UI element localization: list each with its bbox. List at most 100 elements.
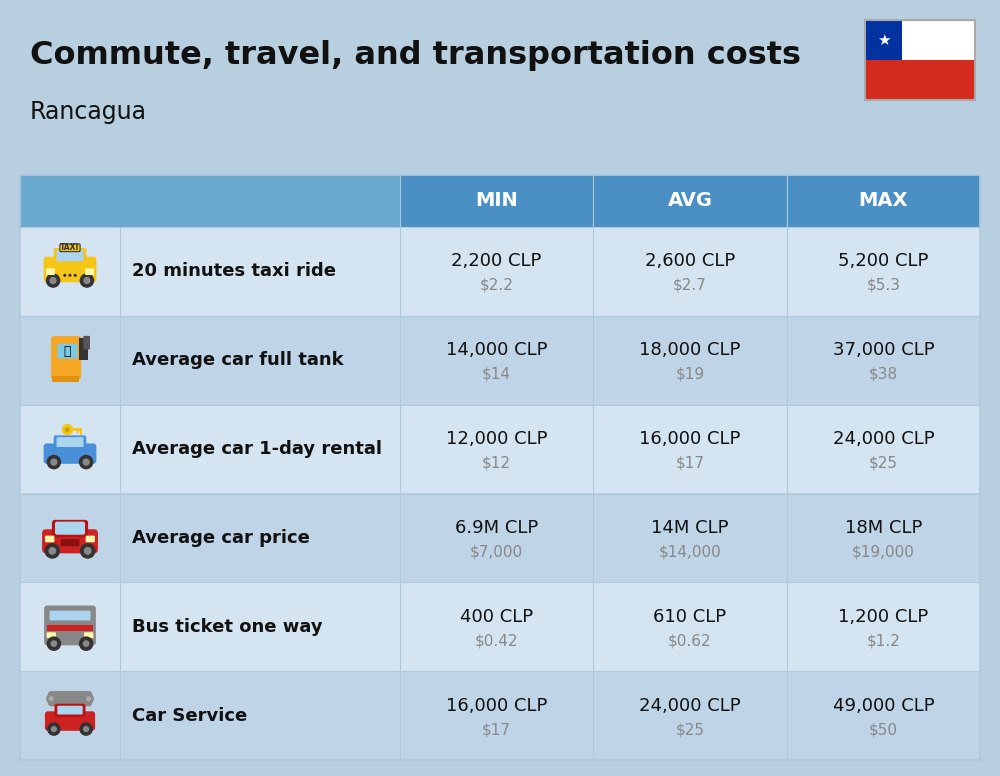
Text: Bus ticket one way: Bus ticket one way (132, 618, 323, 636)
FancyBboxPatch shape (61, 539, 79, 546)
Text: Average car full tank: Average car full tank (132, 352, 344, 369)
Bar (80, 431, 82, 435)
Text: 400 CLP: 400 CLP (460, 608, 533, 625)
Text: $12: $12 (482, 456, 511, 470)
Text: $2.2: $2.2 (480, 278, 514, 293)
Circle shape (65, 427, 70, 432)
Text: ★: ★ (877, 33, 891, 47)
Text: $19,000: $19,000 (852, 545, 915, 559)
Text: 610 CLP: 610 CLP (653, 608, 727, 625)
FancyBboxPatch shape (55, 521, 85, 535)
Circle shape (50, 459, 58, 466)
Text: $14: $14 (482, 367, 511, 382)
Circle shape (45, 543, 60, 559)
Bar (20, 227, 980, 316)
Circle shape (62, 424, 73, 435)
Circle shape (84, 694, 94, 704)
FancyBboxPatch shape (44, 257, 96, 282)
Text: 18M CLP: 18M CLP (845, 519, 922, 537)
Text: 5,200 CLP: 5,200 CLP (838, 252, 929, 270)
FancyBboxPatch shape (57, 344, 78, 359)
FancyBboxPatch shape (48, 691, 92, 706)
Circle shape (48, 547, 56, 555)
Text: $0.62: $0.62 (668, 633, 712, 648)
FancyBboxPatch shape (42, 529, 98, 553)
Text: 1,200 CLP: 1,200 CLP (838, 608, 928, 625)
Bar (77, 431, 79, 434)
Circle shape (74, 274, 77, 277)
FancyBboxPatch shape (47, 632, 56, 638)
FancyBboxPatch shape (80, 611, 90, 621)
Text: 24,000 CLP: 24,000 CLP (639, 697, 741, 715)
FancyBboxPatch shape (84, 632, 93, 638)
FancyBboxPatch shape (86, 535, 95, 542)
Bar (79, 338, 88, 360)
Circle shape (51, 726, 57, 733)
Text: Rancagua: Rancagua (30, 100, 147, 124)
Text: TAXI: TAXI (60, 243, 80, 252)
Text: 16,000 CLP: 16,000 CLP (446, 697, 547, 715)
FancyBboxPatch shape (52, 520, 88, 537)
Text: $25: $25 (869, 456, 898, 470)
Text: 6.9M CLP: 6.9M CLP (455, 519, 538, 537)
Text: Commute, travel, and transportation costs: Commute, travel, and transportation cost… (30, 40, 801, 71)
Text: Average car price: Average car price (132, 529, 310, 547)
FancyBboxPatch shape (57, 705, 83, 715)
Bar (20, 671, 980, 760)
Circle shape (79, 455, 93, 469)
FancyBboxPatch shape (44, 605, 96, 646)
Text: 16,000 CLP: 16,000 CLP (639, 430, 741, 448)
Circle shape (49, 277, 57, 284)
Text: Car Service: Car Service (132, 707, 247, 725)
Bar (47, 625, 93, 631)
Bar (20, 316, 980, 404)
Circle shape (79, 636, 93, 651)
Bar (865, 60, 975, 100)
Bar (20, 175, 980, 760)
Circle shape (83, 277, 91, 284)
Circle shape (46, 273, 60, 288)
Bar (20, 582, 980, 671)
Circle shape (80, 273, 94, 288)
Text: 14,000 CLP: 14,000 CLP (446, 341, 547, 359)
Text: 💧: 💧 (64, 345, 71, 358)
Text: MIN: MIN (475, 192, 518, 210)
Circle shape (47, 722, 61, 736)
FancyBboxPatch shape (54, 248, 86, 263)
Circle shape (84, 547, 92, 555)
Circle shape (86, 696, 91, 702)
Circle shape (82, 459, 90, 466)
Circle shape (63, 274, 66, 277)
FancyBboxPatch shape (45, 535, 54, 542)
FancyBboxPatch shape (51, 336, 81, 379)
Text: 24,000 CLP: 24,000 CLP (833, 430, 934, 448)
Circle shape (47, 636, 61, 651)
Bar (52, 376, 79, 382)
Text: Average car 1-day rental: Average car 1-day rental (132, 440, 382, 458)
FancyBboxPatch shape (57, 437, 83, 447)
FancyBboxPatch shape (85, 268, 94, 275)
Bar (865, 20, 902, 60)
Text: MAX: MAX (859, 192, 908, 210)
Text: 37,000 CLP: 37,000 CLP (833, 341, 934, 359)
Text: $2.7: $2.7 (673, 278, 707, 293)
Circle shape (68, 274, 72, 277)
FancyBboxPatch shape (60, 611, 71, 621)
Text: 49,000 CLP: 49,000 CLP (833, 697, 934, 715)
FancyBboxPatch shape (60, 244, 80, 251)
Text: $38: $38 (869, 367, 898, 382)
Bar (20, 404, 980, 494)
Text: 12,000 CLP: 12,000 CLP (446, 430, 547, 448)
Bar (67, 428, 82, 431)
FancyBboxPatch shape (54, 704, 86, 717)
Text: 20 minutes taxi ride: 20 minutes taxi ride (132, 262, 336, 280)
Text: $17: $17 (482, 722, 511, 737)
Text: 2,600 CLP: 2,600 CLP (645, 252, 735, 270)
Bar (865, 20, 975, 100)
Text: 2,200 CLP: 2,200 CLP (451, 252, 542, 270)
Text: $50: $50 (869, 722, 898, 737)
FancyBboxPatch shape (70, 611, 81, 621)
Text: AVG: AVG (668, 192, 712, 210)
FancyBboxPatch shape (57, 250, 83, 262)
Bar (20, 175, 400, 227)
